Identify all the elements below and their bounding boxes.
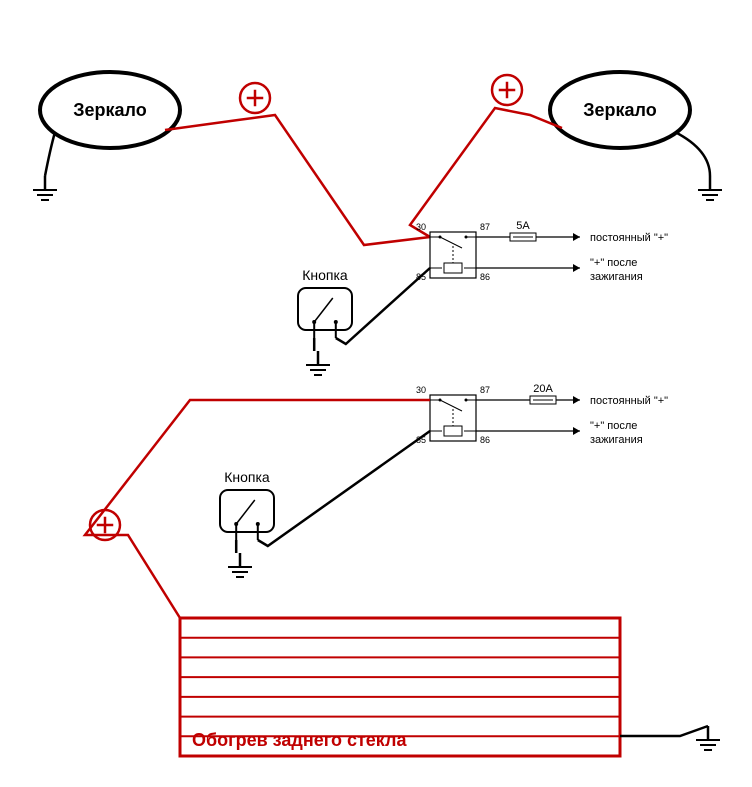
wire-mirror-right-gnd xyxy=(675,132,710,176)
output-label: "+" после xyxy=(590,420,637,432)
relay-pin-label: 86 xyxy=(480,272,490,282)
output-label: "+" после xyxy=(590,257,637,269)
gnd-mirror-left xyxy=(33,176,57,200)
wire-mirror-left-gnd xyxy=(45,132,55,176)
output-label: постоянный "+" xyxy=(590,232,668,244)
wire-button-to-relay xyxy=(258,431,430,546)
relay-pin-label: 87 xyxy=(480,222,490,232)
gnd-mirror-right xyxy=(698,176,722,200)
relay-pin-label: 30 xyxy=(416,222,426,232)
wire-heater-gnd xyxy=(620,726,708,736)
button-label: Кнопка xyxy=(302,267,348,283)
button-bottom xyxy=(220,490,274,540)
relay-pin-label: 87 xyxy=(480,385,490,395)
plus-left-mirror xyxy=(240,83,270,113)
heater-label: Обогрев заднего стекла xyxy=(192,730,407,750)
wire-relay-bot-to-heater xyxy=(85,400,430,618)
output-label: зажигания xyxy=(590,271,643,283)
output-label: постоянный "+" xyxy=(590,395,668,407)
output-label: зажигания xyxy=(590,434,643,446)
gnd-button-top xyxy=(306,351,330,375)
fuse-label: 20A xyxy=(533,383,553,395)
button-label: Кнопка xyxy=(224,469,270,485)
gnd-button-bot xyxy=(228,553,252,577)
wire-button-to-relay xyxy=(336,268,430,344)
wire-right-mirror-to-relay xyxy=(410,108,562,237)
relay-top xyxy=(430,232,580,278)
mirror-label: Зеркало xyxy=(73,100,147,120)
relay-bottom xyxy=(430,395,580,441)
mirror-label: Зеркало xyxy=(583,100,657,120)
relay-pin-label: 86 xyxy=(480,435,490,445)
button-top xyxy=(298,288,352,338)
wire-left-mirror-to-relay xyxy=(165,115,430,245)
fuse-label: 5A xyxy=(516,220,530,232)
plus-right-mirror xyxy=(492,75,522,105)
relay-pin-label: 30 xyxy=(416,385,426,395)
